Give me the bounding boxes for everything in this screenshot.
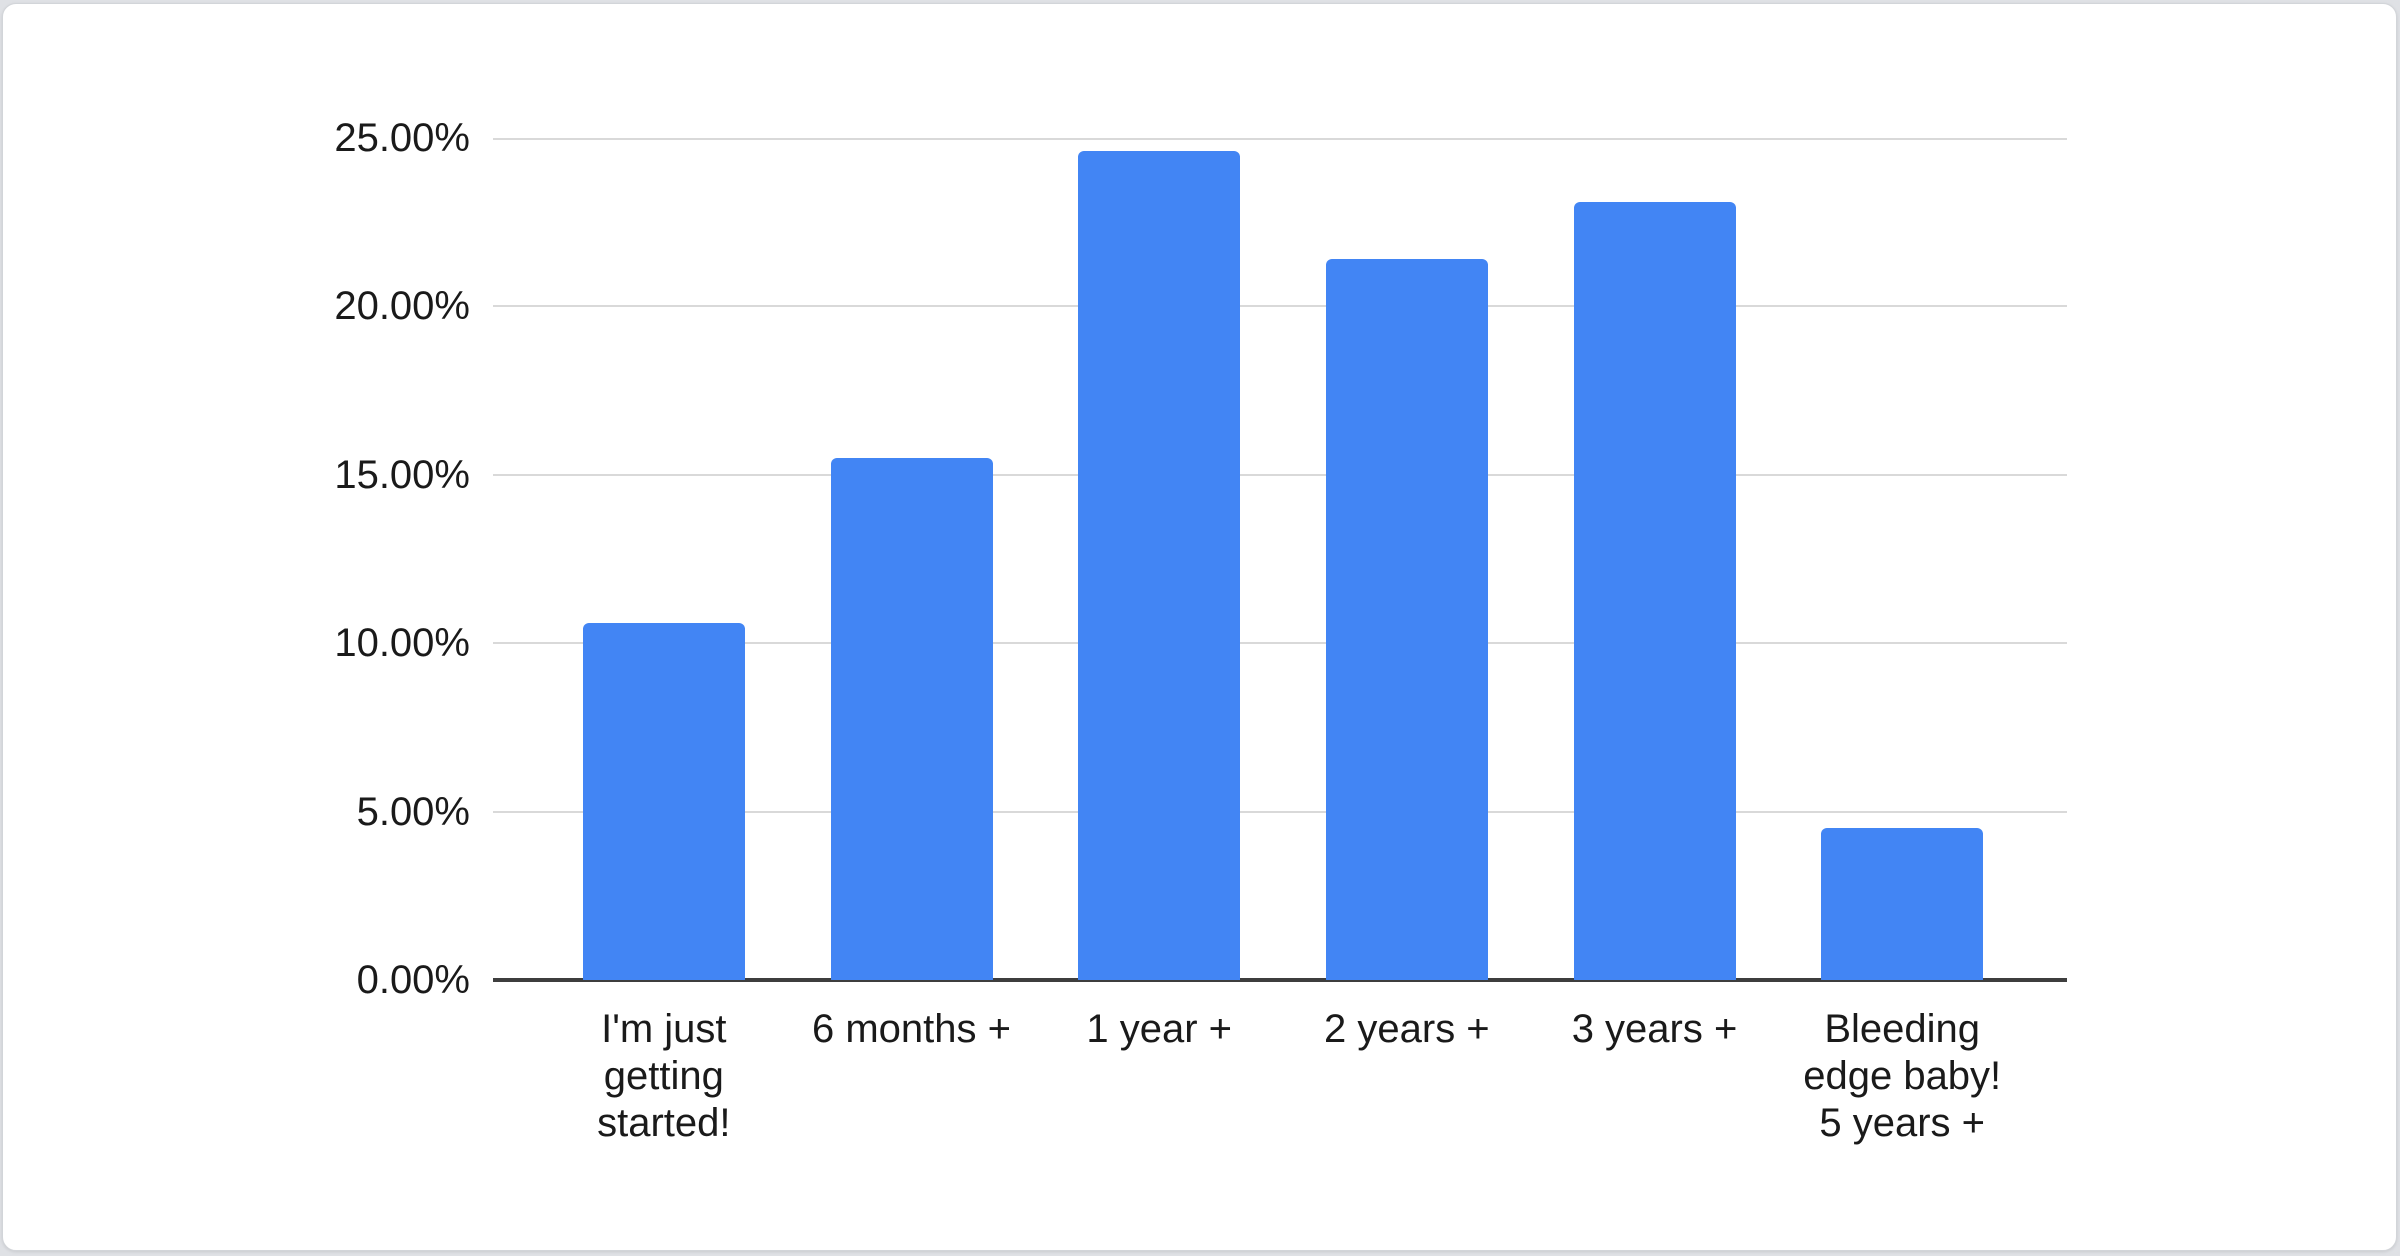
x-axis-label-line: 3 years + [1571,1007,1738,1051]
gridline [493,138,2067,140]
gridline [493,642,2067,644]
y-axis-tick-label: 20.00% [334,284,470,328]
bar-slot [1531,138,1779,980]
x-axis-category-label: 6 months + [788,1006,1036,1147]
bar-2[interactable] [830,457,993,980]
gridline [493,305,2067,307]
x-axis-labels: I'm just getting started! 6 months + 1 year … [540,1006,2026,1147]
bar-5[interactable] [1573,202,1736,980]
y-axis-tick-label: 15.00% [334,453,470,497]
x-axis-label-line: 1 year + [1086,1007,1232,1051]
x-axis-label-line: 6 months + [812,1007,1012,1051]
y-axis-tick-label: 25.00% [334,116,470,160]
x-axis-category-label: Bleeding edge baby! 5 years + [1778,1006,2026,1147]
plot-area [493,138,2067,982]
y-axis-tick-label: 10.00% [334,621,470,665]
x-axis-category-label: 1 year + [1035,1006,1283,1147]
y-axis-tick-label: 5.00% [356,790,470,834]
bar-slot [1283,138,1531,980]
x-axis-label-line: getting [603,1054,724,1098]
bar-slot [788,138,1036,980]
x-axis-label-line: 2 years + [1324,1007,1490,1051]
bar-slot [1778,138,2026,980]
bar-slot [1035,138,1283,980]
x-axis-category-label: 3 years + [1531,1006,1779,1147]
x-axis-category-label: 2 years + [1283,1006,1531,1147]
x-axis-label-line: Bleeding [1824,1007,1981,1051]
y-axis-tick-label: 0.00% [356,958,470,1002]
x-axis-category-label: I'm just getting started! [540,1006,788,1147]
gridline [493,811,2067,813]
bar-1[interactable] [582,623,745,980]
bar-4[interactable] [1325,259,1488,980]
x-axis-label-line: 5 years + [1819,1101,1986,1145]
bar-3[interactable] [1078,151,1241,980]
x-axis-line [493,978,2067,982]
x-axis-label-line: edge baby! [1803,1054,2002,1098]
x-axis-label-line: started! [597,1101,731,1145]
gridline [493,474,2067,476]
bar-6[interactable] [1821,828,1984,980]
x-axis-label-line: I'm just [601,1007,727,1051]
bar-slot [540,138,788,980]
bars-container [540,138,2026,980]
